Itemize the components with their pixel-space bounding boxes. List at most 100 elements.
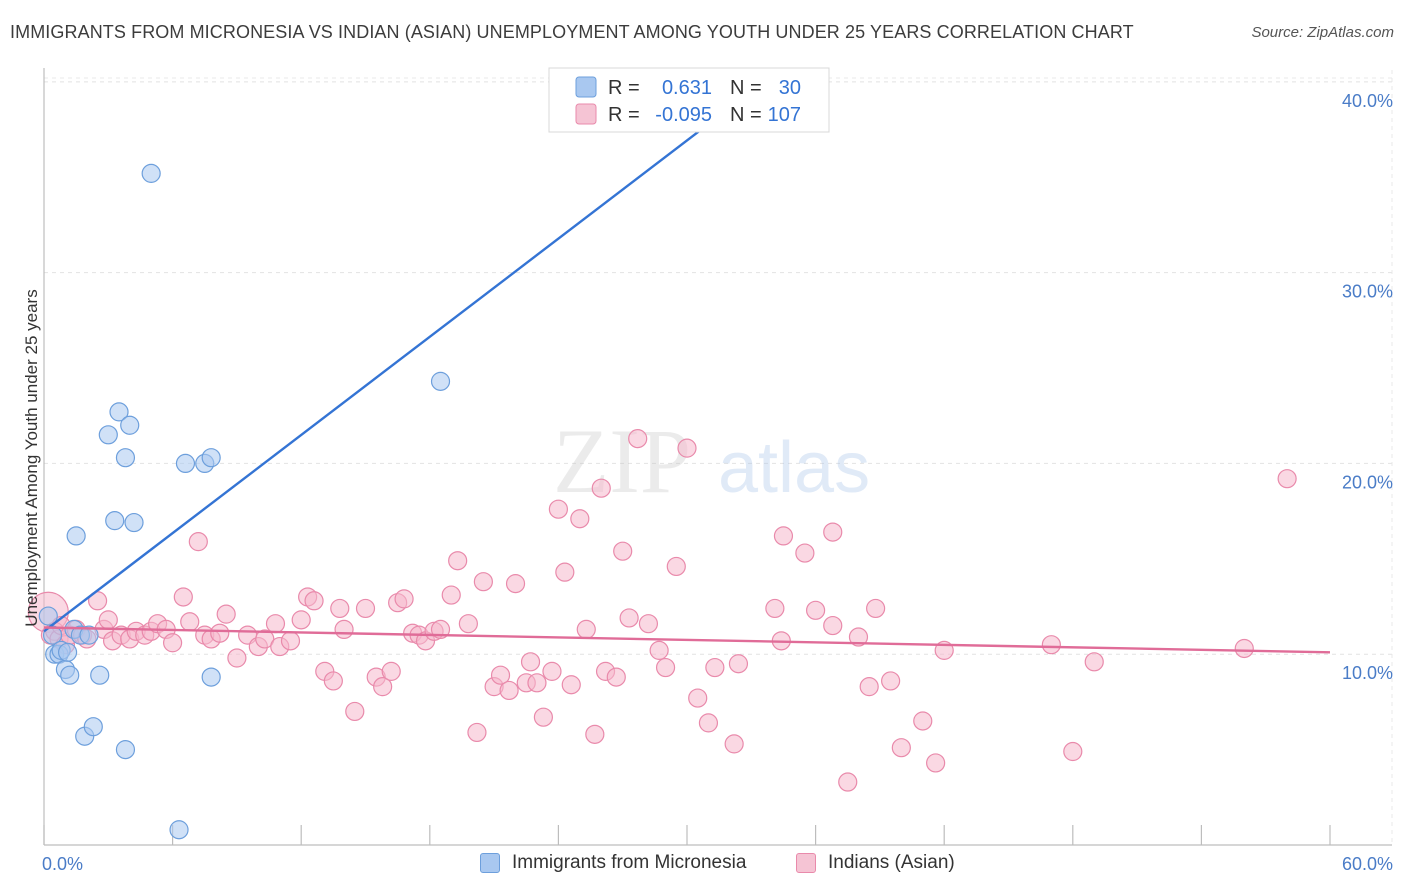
pink-point-69 [548, 499, 569, 519]
pink-point-111 [1277, 469, 1297, 489]
blue-point-7 [60, 665, 80, 685]
legend-blue-n-label: N = [730, 77, 762, 99]
legend-pink-r-value: -0.095 [655, 104, 712, 126]
pink-point-63 [505, 574, 526, 594]
pink-point-102 [881, 671, 901, 691]
pink-point-75 [591, 478, 611, 498]
pink-point-65 [520, 652, 541, 672]
pink-point-85 [677, 438, 697, 458]
pink-point-57 [458, 614, 478, 634]
blue-point-12 [79, 625, 99, 645]
pink-point-70 [555, 562, 575, 582]
blue-point-21 [124, 512, 144, 533]
pink-point-55 [441, 585, 461, 605]
legend-pink-n-value: 107 [768, 104, 801, 126]
pink-point-87 [698, 713, 719, 733]
pink-point-81 [638, 614, 659, 634]
pink-point-23 [180, 612, 200, 632]
pink-point-98 [838, 772, 858, 792]
pink-point-44 [355, 598, 376, 619]
blue-point-28 [430, 371, 451, 391]
pink-point-89 [724, 734, 744, 754]
legend-blue-r-value: 0.631 [662, 77, 712, 99]
trend-lines [43, 90, 1331, 654]
pink-point-46 [373, 677, 393, 697]
pink-point-71 [561, 675, 581, 695]
blue-point-24 [175, 453, 196, 474]
blue-point-14 [90, 665, 110, 685]
pink-point-108 [1063, 741, 1083, 762]
blue-point-27 [201, 667, 221, 687]
pink-point-27 [210, 623, 230, 643]
legend-blue-r-label: R = [608, 77, 640, 99]
pink-point-104 [913, 711, 933, 731]
pink-point-80 [628, 429, 648, 449]
pink-point-77 [606, 667, 626, 687]
pink-point-67 [533, 707, 553, 727]
pink-point-66 [527, 673, 547, 693]
bottom-legend-swatch-blue [480, 853, 500, 873]
pink-point-28 [216, 604, 236, 624]
y-tick-label-20: 20.0% [1342, 472, 1393, 492]
blue-point-26 [201, 448, 221, 468]
pink-point-35 [280, 631, 301, 651]
blue-point-13 [83, 717, 103, 737]
tick-labels: 10.0% 20.0% 30.0% 40.0% 0.0% 60.0% [42, 91, 1393, 874]
pink-point-58 [467, 722, 487, 743]
pink-point-29 [227, 648, 247, 668]
pink-point-12 [98, 610, 118, 630]
series-indians-points [27, 429, 1297, 792]
blue-point-22 [141, 163, 161, 183]
watermark-zip: ZIP [553, 410, 691, 512]
blue-point-9 [66, 526, 86, 546]
correlation-legend: R = 0.631 N = 30 R = -0.095 N = 107 [548, 67, 830, 133]
pink-point-110 [1234, 638, 1254, 659]
pink-point-103 [891, 738, 911, 758]
pink-point-96 [823, 522, 843, 542]
bottom-legend-micronesia: Immigrants from Micronesia [480, 852, 746, 874]
pink-point-68 [542, 661, 562, 681]
pink-point-22 [173, 587, 193, 607]
pink-point-42 [334, 619, 354, 640]
pink-point-84 [666, 556, 686, 577]
pink-point-47 [381, 661, 401, 681]
bottom-legend-swatch-pink [796, 853, 816, 873]
blue-point-6 [57, 642, 78, 662]
pink-point-90 [728, 654, 749, 674]
blue-point-17 [109, 402, 129, 422]
pink-point-93 [773, 526, 794, 546]
bottom-legend-label-pink: Indians (Asian) [828, 852, 955, 873]
pink-point-94 [795, 543, 815, 563]
source-credit: Source: ZipAtlas.com [1251, 24, 1394, 41]
y-axis-label: Unemployment Among Youth under 25 years [22, 289, 41, 626]
pink-point-43 [345, 701, 365, 722]
pink-point-21 [163, 633, 183, 653]
pink-point-62 [499, 680, 519, 701]
pink-point-99 [848, 627, 869, 647]
legend-swatch-pink [575, 103, 597, 125]
pink-point-95 [805, 600, 826, 620]
blue-point-20 [120, 415, 140, 435]
pink-point-56 [448, 551, 468, 571]
pink-point-79 [619, 608, 639, 628]
blue-point-15 [98, 425, 118, 445]
pink-trend-line [43, 626, 1331, 654]
watermark: ZIP atlas [553, 410, 870, 512]
axes [43, 68, 1392, 846]
gridlines [44, 70, 1393, 845]
bottom-legend-indians: Indians (Asian) [796, 852, 955, 874]
pink-point-97 [823, 615, 843, 636]
pink-point-105 [926, 753, 946, 773]
bottom-legend-label-blue: Immigrants from Micronesia [512, 852, 747, 873]
legend-pink-n-label: N = [730, 104, 762, 126]
pink-point-24 [188, 532, 208, 552]
legend-swatch-blue [575, 76, 597, 98]
pink-point-83 [655, 657, 676, 678]
pink-point-91 [765, 598, 785, 619]
pink-point-41 [330, 598, 350, 619]
blue-point-18 [115, 740, 136, 760]
pink-point-72 [570, 509, 590, 529]
pink-point-82 [649, 640, 669, 660]
blue-point-23 [169, 820, 189, 840]
blue-trend-line [43, 90, 753, 633]
